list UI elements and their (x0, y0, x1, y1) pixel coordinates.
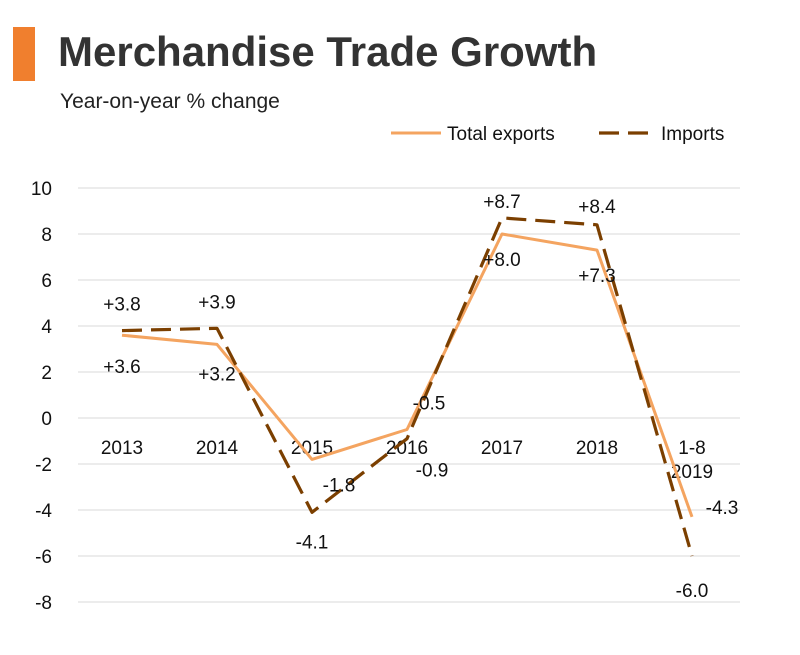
series-line-total-exports (121, 232, 694, 518)
x-tick-label: 1-8 2019 (671, 438, 713, 483)
data-label-exports: +7.3 (578, 266, 616, 287)
legend-label-exports: Total exports (447, 124, 555, 145)
grid-lines (78, 187, 740, 603)
y-tick-label: -2 (35, 455, 52, 476)
title-accent-bar (13, 27, 35, 81)
data-label-imports: +8.7 (483, 192, 521, 213)
chart-title: Merchandise Trade Growth (58, 28, 598, 75)
y-axis-tick-labels: 10 8 6 4 2 0 -2 -4 -6 -8 (31, 179, 53, 614)
x-tick-label: 2015 (291, 438, 333, 459)
legend-label-imports: Imports (661, 124, 724, 145)
data-label-exports: -0.5 (413, 394, 446, 415)
data-label-imports: -4.1 (296, 532, 329, 553)
data-label-imports: -0.9 (416, 461, 449, 482)
y-tick-label: 10 (31, 179, 52, 200)
x-tick-label: 2017 (481, 438, 523, 459)
y-tick-label: 0 (41, 409, 52, 430)
y-tick-label: -4 (35, 501, 52, 522)
data-label-imports: +3.8 (103, 295, 141, 316)
x-tick-label: 2016 (386, 438, 428, 459)
data-label-exports: +3.6 (103, 357, 141, 378)
x-tick-label: 2014 (196, 438, 239, 459)
data-labels: +3.6 +3.2 -1.8 -0.5 +8.0 +7.3 -4.3 +3.8 +3.9 -4.1… (103, 192, 738, 602)
x-axis-tick-labels: 2013 2014 2015 2016 2017 2018 1-8 2019 (101, 438, 713, 483)
y-tick-label: -6 (35, 547, 52, 568)
series-line-imports (121, 216, 694, 557)
series-lines (121, 216, 694, 557)
data-label-exports: +8.0 (483, 250, 521, 271)
y-tick-label: 2 (41, 363, 52, 384)
y-tick-label: 8 (41, 225, 52, 246)
chart-subtitle: Year-on-year % change (60, 90, 280, 113)
data-label-imports: -6.0 (676, 581, 709, 602)
legend: Total exports Imports (391, 124, 724, 145)
x-tick-label: 2013 (101, 438, 143, 459)
y-tick-label: -8 (35, 593, 52, 614)
y-tick-label: 6 (41, 271, 52, 292)
data-label-exports: +3.2 (198, 364, 236, 385)
data-label-exports: -4.3 (706, 498, 739, 519)
data-label-imports: +8.4 (578, 197, 616, 218)
data-label-exports: -1.8 (323, 475, 356, 496)
data-label-imports: +3.9 (198, 292, 236, 313)
y-tick-label: 4 (41, 317, 52, 338)
x-tick-label: 2018 (576, 438, 618, 459)
